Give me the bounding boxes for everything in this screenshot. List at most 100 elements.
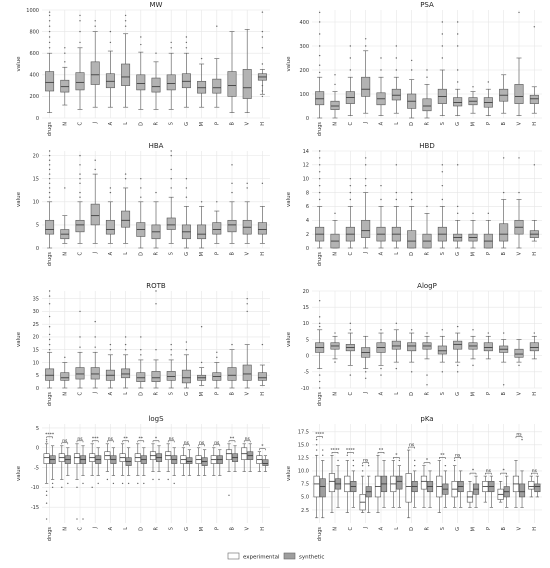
significance-bracket <box>91 440 99 443</box>
box-C-flier-0 <box>349 198 352 201</box>
significance-label: * <box>426 458 429 464</box>
x-tick-label: S <box>440 122 446 125</box>
panel-title: AlogP <box>417 282 437 290</box>
y-tick-label: 300 <box>299 44 309 50</box>
box-S-flier-2 <box>441 33 444 35</box>
box-S-box <box>166 371 176 381</box>
x-tick-label: B <box>230 121 236 125</box>
box-A-flier-1 <box>380 57 382 59</box>
x-tick-label: A <box>379 251 385 255</box>
box-J-box <box>361 219 371 238</box>
x-tick-label: D <box>138 527 144 531</box>
box-C-flier-0 <box>349 69 352 71</box>
significance-bracket <box>347 452 354 454</box>
significance-label: ns <box>169 437 175 442</box>
x-tick-label: A <box>379 391 385 395</box>
box-A-flier-0 <box>380 69 382 71</box>
significance-bracket <box>485 472 492 475</box>
box-L-flier-1 <box>124 343 127 346</box>
panel-title: ROTB <box>146 282 166 290</box>
y-tick-label: 0 <box>36 446 39 452</box>
box-R-flier-0 <box>155 349 157 351</box>
y-tick-label: 10 <box>303 177 309 183</box>
y-tick-label: 200 <box>29 94 39 100</box>
box-synthetic-C-flier-1 <box>82 482 84 485</box>
x-tick-label: drugs <box>47 252 53 267</box>
box-C-flier-2 <box>349 322 352 325</box>
significance-label: ** <box>139 436 144 442</box>
x-tick-label: N <box>62 392 68 396</box>
box-J-flier-0 <box>364 45 367 47</box>
box-experimental-drugs-flier-2 <box>315 438 318 441</box>
box-H-flier-2 <box>261 84 264 87</box>
box-drugs-flier-5 <box>48 20 51 22</box>
box-experimental-drugs-flier-2 <box>45 494 48 496</box>
box-drugs-flier-6 <box>48 168 51 171</box>
x-tick-label: P <box>214 252 220 255</box>
box-J-box <box>90 203 100 226</box>
significance-bracket <box>331 452 339 454</box>
significance-label: **** <box>45 432 55 438</box>
box-L-flier-1 <box>395 57 398 59</box>
box-J-flier-1 <box>364 38 367 40</box>
y-tick-label: 5 <box>36 426 39 432</box>
box-synthetic-L-flier-0 <box>398 459 401 462</box>
box-drugs-flier-2 <box>318 374 321 376</box>
box-J-flier-1 <box>364 371 367 373</box>
box-R-box <box>151 77 161 93</box>
significance-bracket <box>107 440 114 443</box>
box-G-flier-0 <box>456 371 459 373</box>
box-D-flier-1 <box>140 187 142 189</box>
x-tick-label: H <box>532 122 538 126</box>
box-drugs-box <box>45 219 55 235</box>
y-axis-label: value <box>286 56 292 72</box>
x-tick-label: M <box>199 252 205 256</box>
panel-hbd: 0 2 4 6 8 10 12 14 HBD value drugs N C J A L D R S G M P B V H <box>286 142 542 266</box>
x-tick-label: G <box>455 392 461 396</box>
box-synthetic-H-box <box>262 459 269 466</box>
box-synthetic-D-flier-1 <box>414 459 416 462</box>
box-A-flier-0 <box>380 374 382 376</box>
box-R-flier-1 <box>426 374 428 376</box>
box-synthetic-J-flier-0 <box>97 482 99 485</box>
box-R-flier-0 <box>426 76 428 78</box>
box-M-flier-0 <box>200 57 203 60</box>
box-experimental-drugs-flier-0 <box>45 518 48 520</box>
x-tick-label: D <box>138 252 144 256</box>
box-B-flier-1 <box>502 332 505 334</box>
significance-bracket <box>454 457 461 459</box>
box-P-flier-1 <box>216 351 218 353</box>
significance-label: **** <box>331 447 341 453</box>
y-tick-label: 35 <box>33 296 39 302</box>
x-tick-label: G <box>184 122 190 126</box>
significance-bracket <box>408 446 415 449</box>
box-experimental-R-flier-0 <box>152 478 154 481</box>
box-C-flier-0 <box>79 346 81 348</box>
box-synthetic-N-flier-0 <box>337 459 339 462</box>
y-tick-label: 0 <box>36 246 39 252</box>
box-G-flier-1 <box>456 69 459 71</box>
box-G-box <box>181 73 191 89</box>
x-tick-label: V <box>245 526 251 530</box>
x-tick-label: V <box>517 526 523 530</box>
x-tick-label: R <box>425 121 431 125</box>
box-L-flier-1 <box>124 20 127 22</box>
significance-label: ns <box>184 441 190 446</box>
x-tick-label: drugs <box>317 122 323 137</box>
box-D-flier-1 <box>410 191 413 194</box>
box-experimental-R-box <box>420 475 428 490</box>
significance-label: * <box>261 444 264 450</box>
box-drugs-flier-0 <box>48 47 51 49</box>
box-experimental-drugs-flier-5 <box>45 439 48 441</box>
x-tick-label: M <box>471 252 477 256</box>
x-tick-label: drugs <box>47 122 53 137</box>
box-A-box <box>105 219 115 235</box>
box-M-flier-0 <box>472 86 474 88</box>
box-H-box <box>257 222 267 235</box>
box-C-flier-5 <box>79 164 81 166</box>
box-A-flier-1 <box>109 30 112 33</box>
box-D-flier-0 <box>140 354 142 356</box>
y-tick-label: 15.0 <box>298 443 309 449</box>
box-J-flier-0 <box>94 168 96 171</box>
